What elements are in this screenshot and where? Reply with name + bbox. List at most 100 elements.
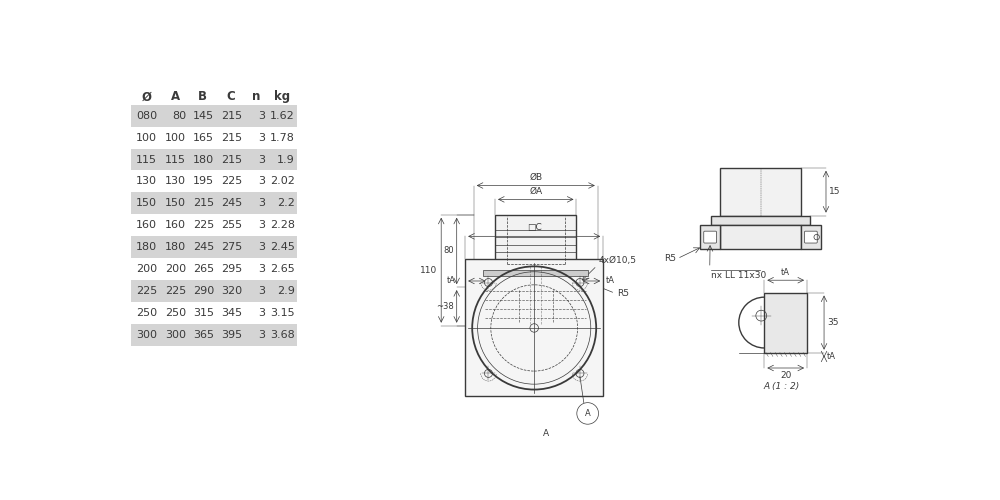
Text: 225: 225	[221, 176, 242, 186]
Text: 110: 110	[420, 266, 437, 274]
Text: 3: 3	[258, 176, 265, 186]
Text: 3.15: 3.15	[270, 308, 295, 318]
Text: 115: 115	[165, 154, 186, 164]
Bar	[495, 215, 576, 270]
Text: 15: 15	[829, 187, 841, 196]
Text: 345: 345	[221, 308, 242, 318]
Text: 160: 160	[136, 220, 157, 230]
Text: 195: 195	[193, 176, 214, 186]
Text: 160: 160	[165, 220, 186, 230]
Text: 255: 255	[221, 220, 242, 230]
Bar	[711, 216, 810, 225]
Text: Ø: Ø	[142, 90, 152, 104]
Text: 3: 3	[258, 198, 265, 208]
Text: 20: 20	[780, 371, 791, 380]
FancyBboxPatch shape	[131, 236, 297, 258]
Text: C: C	[226, 90, 235, 104]
Text: R5: R5	[617, 289, 629, 298]
FancyBboxPatch shape	[131, 214, 297, 236]
Text: 150: 150	[136, 198, 157, 208]
Text: 180: 180	[165, 242, 186, 252]
Text: ~38: ~38	[436, 302, 454, 311]
Text: ØB: ØB	[529, 172, 542, 182]
Bar	[483, 270, 588, 287]
FancyBboxPatch shape	[131, 126, 297, 148]
Text: 3: 3	[258, 242, 265, 252]
Text: 3.68: 3.68	[270, 330, 295, 340]
FancyBboxPatch shape	[131, 258, 297, 280]
Text: 2.2: 2.2	[277, 198, 295, 208]
Text: ØA: ØA	[529, 188, 542, 196]
Text: 35: 35	[827, 318, 839, 327]
Text: 215: 215	[193, 198, 214, 208]
Text: 200: 200	[136, 264, 157, 274]
Text: 3: 3	[258, 110, 265, 120]
Bar	[720, 168, 801, 216]
Text: 215: 215	[221, 132, 242, 142]
Text: 2.9: 2.9	[277, 286, 295, 296]
Text: 1.9: 1.9	[277, 154, 295, 164]
Text: 3: 3	[258, 286, 265, 296]
Text: 245: 245	[221, 198, 242, 208]
Text: n: n	[252, 90, 260, 104]
Text: tA: tA	[447, 276, 456, 285]
Text: 225: 225	[136, 286, 157, 296]
Text: nx LL 11x30: nx LL 11x30	[711, 271, 767, 280]
Text: tA: tA	[606, 276, 615, 285]
FancyBboxPatch shape	[704, 231, 716, 243]
Text: 115: 115	[136, 154, 157, 164]
FancyBboxPatch shape	[131, 302, 297, 324]
Text: 3: 3	[258, 220, 265, 230]
Text: 320: 320	[221, 286, 242, 296]
Text: 365: 365	[193, 330, 214, 340]
Text: 245: 245	[193, 242, 214, 252]
Text: 300: 300	[165, 330, 186, 340]
Text: 200: 200	[165, 264, 186, 274]
Text: A: A	[585, 409, 591, 418]
Text: 180: 180	[193, 154, 214, 164]
Text: kg: kg	[274, 90, 290, 104]
Text: 130: 130	[165, 176, 186, 186]
Text: □C: □C	[527, 224, 542, 232]
Text: 3: 3	[258, 330, 265, 340]
Text: tA: tA	[827, 352, 836, 361]
Text: A: A	[543, 429, 549, 438]
FancyBboxPatch shape	[131, 324, 297, 346]
Text: B: B	[198, 90, 207, 104]
Text: 3: 3	[258, 132, 265, 142]
Text: 315: 315	[193, 308, 214, 318]
Text: 3: 3	[258, 264, 265, 274]
Text: 300: 300	[136, 330, 157, 340]
Text: 2.65: 2.65	[270, 264, 295, 274]
FancyBboxPatch shape	[131, 192, 297, 214]
Text: 80: 80	[172, 110, 186, 120]
Text: 145: 145	[193, 110, 214, 120]
Text: 295: 295	[221, 264, 242, 274]
Text: 80: 80	[443, 246, 454, 256]
Text: 250: 250	[136, 308, 157, 318]
Bar	[465, 260, 603, 396]
FancyBboxPatch shape	[805, 231, 817, 243]
Bar	[801, 225, 821, 250]
Text: 3: 3	[258, 154, 265, 164]
Text: 250: 250	[165, 308, 186, 318]
Text: 2.45: 2.45	[270, 242, 295, 252]
Text: 2.28: 2.28	[270, 220, 295, 230]
FancyBboxPatch shape	[131, 148, 297, 171]
Text: 215: 215	[221, 110, 242, 120]
Text: 4xØ10,5: 4xØ10,5	[599, 256, 637, 265]
Text: 225: 225	[193, 220, 214, 230]
Text: 290: 290	[193, 286, 214, 296]
Text: tA: tA	[781, 268, 790, 277]
Text: 225: 225	[165, 286, 186, 296]
Bar	[764, 292, 807, 352]
Text: A: A	[171, 90, 180, 104]
Text: 130: 130	[136, 176, 157, 186]
Bar	[720, 225, 801, 250]
Text: 150: 150	[165, 198, 186, 208]
FancyBboxPatch shape	[131, 170, 297, 192]
Text: 1.62: 1.62	[270, 110, 295, 120]
Text: 275: 275	[221, 242, 242, 252]
Text: 165: 165	[193, 132, 214, 142]
Text: 1.78: 1.78	[270, 132, 295, 142]
